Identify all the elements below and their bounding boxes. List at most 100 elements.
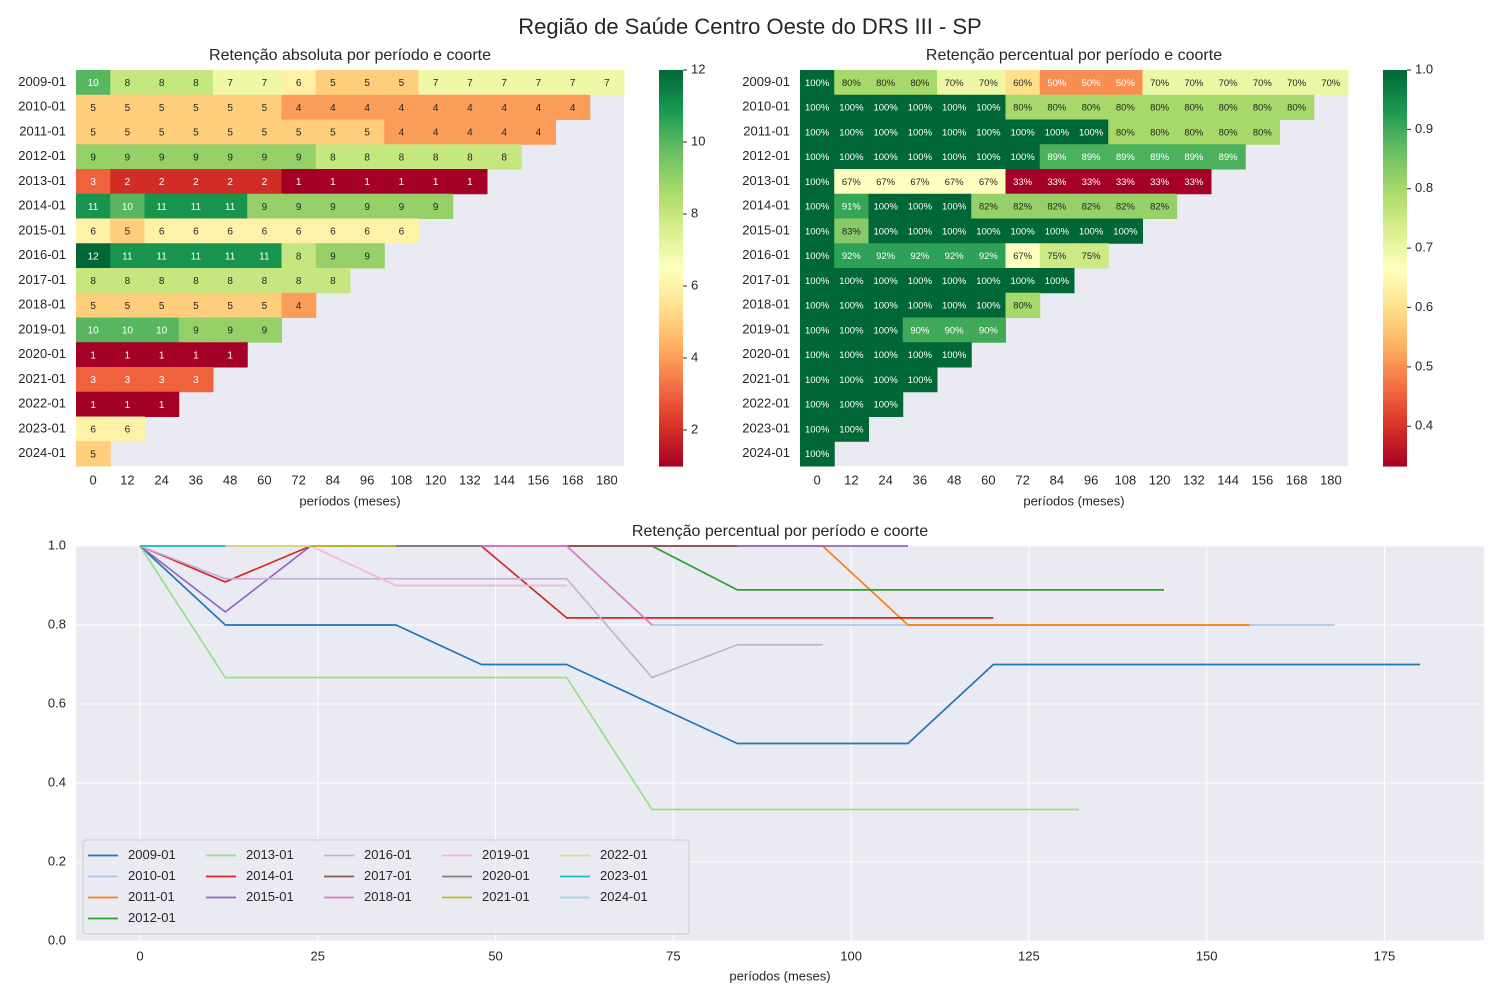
heatmap-cell <box>971 94 1006 120</box>
cell-label: 50% <box>1047 78 1067 89</box>
heatmap-cell <box>281 193 317 219</box>
cell-label: 80% <box>1219 127 1239 138</box>
colorbar-segment <box>1383 83 1407 88</box>
heatmap-cell <box>76 416 111 442</box>
heatmap-cell <box>1005 268 1041 294</box>
x-tick-label: 24 <box>878 472 892 487</box>
cell-label: 80% <box>1184 103 1204 114</box>
colorbar-segment <box>659 297 683 302</box>
heatmap-cell <box>800 292 835 318</box>
heatmap-cell <box>868 218 904 244</box>
cell-label: 9 <box>330 202 336 213</box>
colorbar-segment <box>659 301 683 305</box>
y-tick-label: 2020-01 <box>18 346 66 361</box>
x-tick-label: 0 <box>136 948 143 963</box>
cell-label: 100% <box>908 301 933 312</box>
cell-label: 60% <box>1013 78 1033 89</box>
cell-label: 9 <box>433 202 439 213</box>
heatmap-cell <box>1074 218 1109 244</box>
colorbar-segment <box>659 142 683 147</box>
colorbar-segment <box>659 409 683 414</box>
colorbar-segment <box>1383 376 1407 381</box>
colorbar-segment <box>659 376 683 381</box>
cell-label: 9 <box>227 152 233 163</box>
y-tick-label: 2019-01 <box>742 321 790 336</box>
cell-label: 1 <box>467 177 473 188</box>
cell-label: 100% <box>908 276 933 287</box>
heatmap-cell <box>144 169 180 195</box>
cell-label: 1 <box>125 350 131 361</box>
cell-label: 4 <box>467 128 473 139</box>
colorbar-segment <box>1383 327 1407 332</box>
cell-label: 80% <box>1219 103 1239 114</box>
x-tick-label: 60 <box>257 472 271 487</box>
heatmap-cell <box>868 169 904 195</box>
cell-label: 2 <box>227 177 233 188</box>
colorbar-segment <box>1383 86 1407 91</box>
cell-label: 100% <box>839 103 864 114</box>
cell-label: 9 <box>90 152 96 163</box>
colorbar-segment <box>1383 353 1407 358</box>
colorbar-segment <box>659 159 683 163</box>
x-tick-label: 120 <box>1149 472 1171 487</box>
colorbar-segment <box>659 76 683 81</box>
heatmap-cell <box>452 94 488 120</box>
y-tick-label: 2019-01 <box>18 321 66 336</box>
colorbar-segment <box>1383 264 1407 269</box>
heatmap-cell <box>213 144 248 170</box>
colorbar-segment <box>1383 79 1407 84</box>
colorbar-segment <box>1383 254 1407 259</box>
heatmap-cell <box>1279 94 1315 120</box>
y-tick-label: 2010-01 <box>742 99 790 114</box>
colorbar-segment <box>659 317 683 322</box>
y-tick-label: 0.8 <box>48 616 66 631</box>
colorbar-segment <box>659 291 683 295</box>
cell-label: 8 <box>399 152 405 163</box>
cell-label: 8 <box>364 152 370 163</box>
cell-label: 80% <box>1150 103 1170 114</box>
heatmap-cell <box>452 70 488 96</box>
colorbar-segment <box>659 139 683 144</box>
legend-frame <box>82 839 690 935</box>
heatmap-cell <box>178 342 214 368</box>
cell-label: 100% <box>942 301 967 312</box>
colorbar-segment <box>659 251 683 256</box>
colorbar-segment <box>659 175 683 180</box>
heatmap-cell <box>350 243 385 269</box>
heatmap-cell <box>1074 144 1109 170</box>
cell-label: 100% <box>873 400 898 411</box>
axes-title: Retenção percentual por período e coorte <box>632 523 928 540</box>
heatmap-cell <box>971 144 1006 170</box>
colorbar-segment <box>659 383 683 388</box>
cell-label: 100% <box>839 152 864 163</box>
colorbar-segment <box>659 462 683 467</box>
colorbar-segment <box>1383 172 1407 177</box>
legend-label: 2023-01 <box>600 868 648 883</box>
colorbar-tick-label: 0.6 <box>1415 299 1433 314</box>
cell-label: 33% <box>1116 177 1136 188</box>
colorbar-segment <box>1383 274 1407 279</box>
heatmap-cell <box>213 292 248 318</box>
y-tick-label: 2018-01 <box>18 297 66 312</box>
colorbar-segment <box>659 70 683 74</box>
cell-label: 100% <box>1045 226 1070 237</box>
heatmap-cell <box>1074 243 1109 269</box>
series-line <box>139 545 823 679</box>
cell-label: 5 <box>193 301 199 312</box>
y-tick-label: 2011-01 <box>743 123 790 138</box>
colorbar-segment <box>1383 136 1407 140</box>
cell-label: 80% <box>1287 103 1307 114</box>
heatmap-cell <box>902 317 938 343</box>
cell-label: 80% <box>1047 103 1067 114</box>
x-tick-label: 168 <box>1286 472 1308 487</box>
cell-label: 1 <box>364 177 370 188</box>
legend-label: 2012-01 <box>128 910 176 925</box>
cell-label: 5 <box>90 103 96 114</box>
heatmap-cell <box>144 144 180 170</box>
heatmap-cell <box>281 292 317 318</box>
heatmap-cell <box>800 94 835 120</box>
heatmap-cell <box>110 70 145 96</box>
heatmap-cell <box>937 218 972 244</box>
heatmap-cell <box>800 317 835 343</box>
heatmap-cell <box>800 218 835 244</box>
